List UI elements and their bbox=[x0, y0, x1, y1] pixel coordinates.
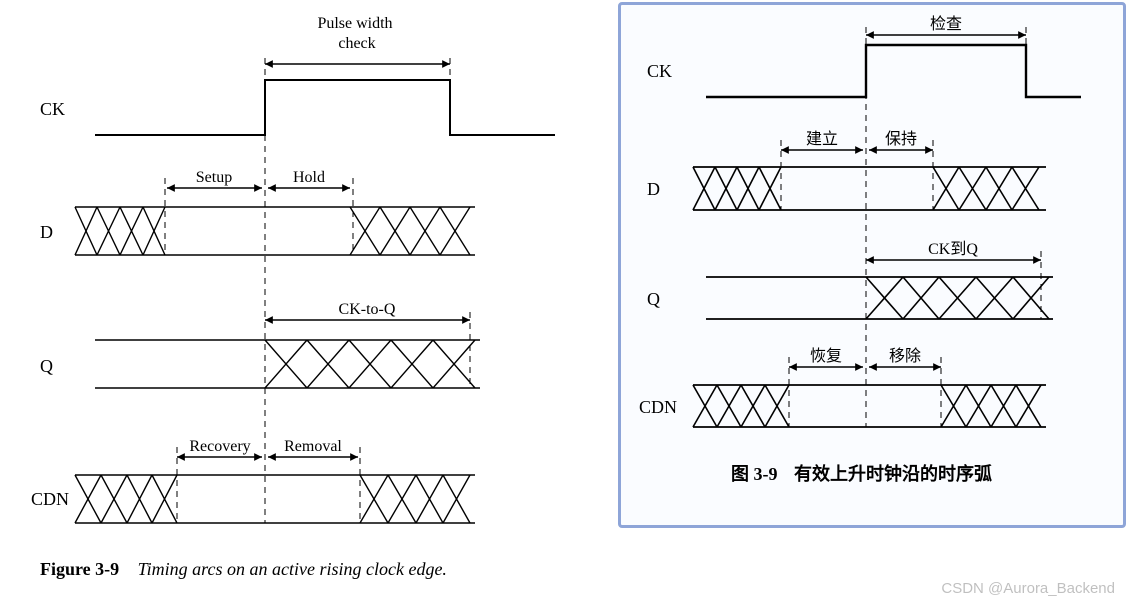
ck-label-left: CK bbox=[40, 99, 65, 119]
q-hatch-r bbox=[866, 277, 1049, 319]
pulse-label-right: 检查 bbox=[930, 15, 962, 33]
q-hatch-left bbox=[265, 340, 475, 388]
right-panel: CK D Q CDN 检查 建立 保持 bbox=[618, 2, 1126, 528]
ck-label-right: CK bbox=[647, 61, 672, 81]
removal-label-right: 移除 bbox=[889, 347, 921, 365]
cdn-hatch-r1 bbox=[693, 385, 789, 427]
d-label-left: D bbox=[40, 222, 53, 242]
caption-left: Figure 3-9 Timing arcs on an active risi… bbox=[40, 559, 447, 579]
ck-wave-right bbox=[706, 45, 1081, 97]
cdn-hatch-left1 bbox=[75, 475, 177, 523]
d-label-right: D bbox=[647, 179, 660, 199]
pulse-label-left: Pulse width check bbox=[317, 15, 396, 52]
recovery-label-left: Recovery bbox=[189, 438, 250, 455]
setup-label-left: Setup bbox=[196, 169, 232, 186]
hold-label-right: 保持 bbox=[885, 130, 917, 148]
hold-label-left: Hold bbox=[293, 169, 325, 186]
cdn-label-right: CDN bbox=[639, 397, 677, 417]
caption-right: 图 3-9 有效上升时钟沿的时序弧 bbox=[731, 463, 992, 484]
left-figure: CK D Q CDN Pulse width check Setup Hold bbox=[0, 0, 610, 595]
cdn-hatch-left2 bbox=[360, 475, 470, 523]
d-hatch-left1 bbox=[75, 207, 165, 255]
cdn-label-left: CDN bbox=[31, 489, 69, 509]
ck2q-label-left: CK-to-Q bbox=[339, 301, 396, 318]
d-hatch-left2 bbox=[350, 207, 470, 255]
setup-label-right: 建立 bbox=[806, 130, 838, 148]
d-hatch-r2 bbox=[933, 167, 1039, 210]
recovery-label-right: 恢复 bbox=[810, 347, 842, 365]
right-figure: CK D Q CDN 检查 建立 保持 bbox=[621, 5, 1113, 515]
ck2q-label-right: CK到Q bbox=[928, 240, 978, 258]
d-hatch-r1 bbox=[693, 167, 781, 210]
ck-wave-left bbox=[95, 80, 555, 135]
page-root: CK D Q CDN Pulse width check Setup Hold bbox=[0, 0, 1135, 611]
watermark: CSDN @Aurora_Backend bbox=[941, 580, 1115, 597]
removal-label-left: Removal bbox=[284, 438, 342, 455]
q-label-right: Q bbox=[647, 289, 660, 309]
cdn-hatch-r2 bbox=[941, 385, 1041, 427]
q-label-left: Q bbox=[40, 356, 53, 376]
